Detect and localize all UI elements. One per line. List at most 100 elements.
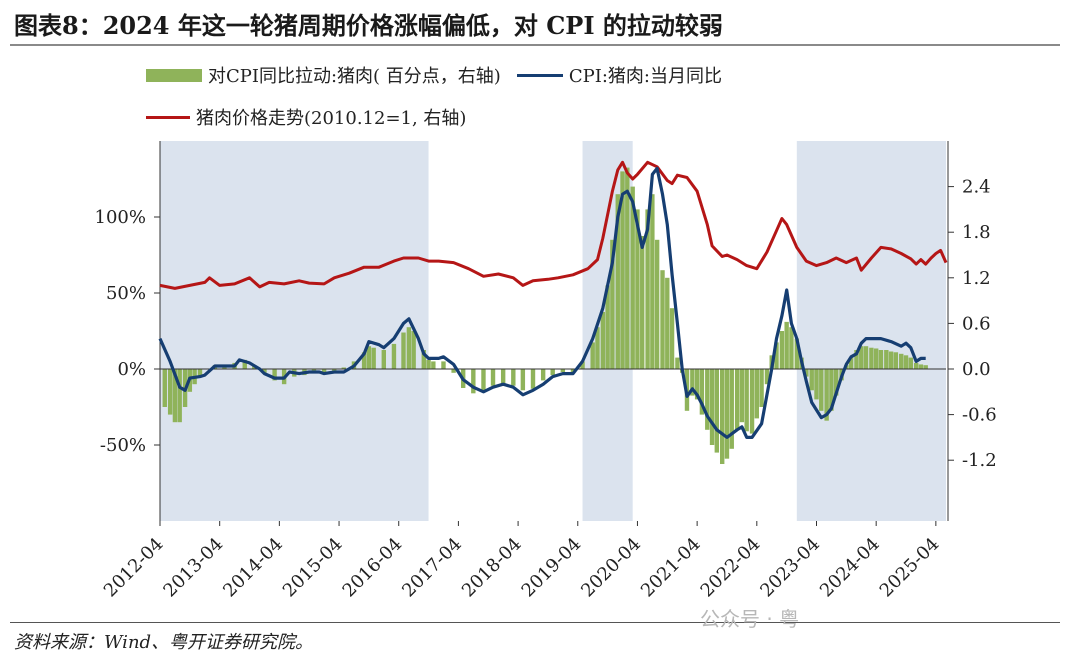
chart: 100% 50% 0% -50% 2.4 1.8 1.2 0.6 0.0 -0.6 -1.2 2012… (95, 141, 997, 602)
contribution-bar-98 (829, 369, 834, 411)
legend-row-2: 猪肉价格走势(2010.12=1, 右轴) (146, 104, 466, 130)
contribution-bars (162, 167, 928, 464)
right-tick-label-2: 1.2 (962, 268, 991, 289)
title-rule (10, 44, 1060, 46)
contribution-bar-30 (406, 327, 412, 369)
contribution-bar-116 (918, 364, 924, 369)
contribution-bar-77 (724, 369, 730, 459)
contribution-bar-1 (167, 369, 173, 415)
legend-swatch-bar (146, 68, 202, 82)
contribution-bar-38 (471, 369, 476, 394)
contribution-bar-44 (530, 369, 536, 389)
contribution-bar-109 (884, 350, 889, 369)
contribution-bar-33 (426, 359, 431, 369)
left-tick-label-0: 100% (95, 207, 146, 228)
contribution-bar-63 (654, 239, 660, 369)
x-tick-label-11: 2023-04 (756, 534, 824, 602)
legend-row-1: 对CPI同比拉动:猪肉( 百分点，右轴) CPI:猪肉:当月同比 (146, 62, 722, 88)
contribution-bar-105 (863, 346, 869, 369)
contribution-bar-21 (332, 369, 337, 372)
contribution-bar-14 (262, 369, 267, 373)
watermark: 公众号 · 粤 (700, 607, 800, 631)
contribution-bar-3 (177, 369, 182, 423)
contribution-bar-71 (694, 369, 700, 400)
contribution-bar-39 (481, 369, 486, 391)
x-tick-label-8: 2020-04 (577, 534, 645, 602)
shade-period-0 (160, 141, 429, 521)
x-tick-label-3: 2015-04 (279, 534, 347, 602)
contribution-bar-84 (759, 369, 764, 407)
contribution-bar-40 (490, 369, 496, 386)
contribution-bar-25 (366, 346, 372, 369)
contribution-bar-54 (610, 239, 615, 369)
contribution-bar-22 (341, 367, 347, 369)
contribution-bar-61 (645, 209, 650, 369)
source-rule (10, 622, 1060, 623)
x-tick-label-7: 2019-04 (518, 534, 586, 602)
contribution-bar-43 (520, 369, 526, 391)
contribution-bar-80 (739, 369, 745, 423)
x-tick-label-13: 2025-04 (876, 534, 944, 602)
contribution-bar-76 (719, 369, 725, 464)
contribution-bar-59 (635, 209, 640, 369)
right-tick-label-1: 1.8 (962, 222, 991, 243)
contribution-bar-82 (749, 369, 755, 434)
contribution-bar-104 (859, 346, 864, 369)
contribution-bar-110 (888, 351, 894, 369)
contribution-bar-72 (699, 369, 705, 415)
contribution-bar-58 (630, 186, 635, 369)
x-tick-label-10: 2022-04 (697, 534, 765, 602)
contribution-bar-102 (848, 357, 854, 369)
contribution-bar-46 (550, 369, 555, 376)
contribution-bar-115 (913, 362, 919, 369)
contribution-bar-67 (675, 357, 680, 369)
x-tick-label-2: 2014-04 (219, 534, 287, 602)
contribution-bar-0 (162, 369, 167, 407)
contribution-bar-97 (824, 369, 829, 421)
legend-label-cpi: CPI:猪肉:当月同比 (568, 66, 722, 87)
contribution-bar-29 (401, 332, 406, 369)
contribution-bar-51 (595, 327, 600, 369)
contribution-bar-107 (873, 348, 879, 369)
contribution-bar-93 (804, 369, 809, 377)
cpi-pork-yoy-series (158, 166, 926, 439)
shaded-periods (160, 141, 946, 521)
contribution-bar-88 (779, 331, 785, 369)
contribution-bar-117 (923, 365, 928, 369)
contribution-bar-78 (729, 369, 734, 449)
contribution-bar-75 (714, 369, 720, 453)
contribution-bar-89 (784, 321, 789, 369)
contribution-bar-81 (744, 369, 749, 432)
x-tick-label-0: 2012-04 (100, 534, 168, 602)
contribution-bar-65 (665, 277, 670, 369)
contribution-bar-2 (172, 369, 178, 423)
contribution-bar-32 (421, 350, 426, 369)
left-tick-label-2: 0% (117, 359, 146, 380)
contribution-bar-24 (361, 352, 367, 369)
x-tick-label-4: 2016-04 (339, 534, 407, 602)
contribution-bar-20 (321, 369, 327, 373)
contribution-bar-42 (511, 369, 516, 386)
contribution-bar-91 (794, 338, 799, 369)
right-tick-label-4: 0.0 (962, 359, 991, 380)
legend-label-price: 猪肉价格走势(2010.12=1, 右轴) (196, 108, 467, 129)
contribution-bar-55 (615, 194, 620, 369)
contribution-bar-53 (605, 285, 610, 369)
contribution-bar-56 (620, 171, 625, 369)
contribution-bar-95 (814, 369, 819, 400)
contribution-bar-85 (764, 369, 770, 385)
contribution-bar-45 (540, 369, 546, 381)
contribution-bar-35 (441, 361, 446, 369)
contribution-bar-26 (371, 347, 376, 369)
legend-label-bar: 对CPI同比拉动:猪肉( 百分点，右轴) (208, 66, 501, 87)
x-tick-label-6: 2018-04 (458, 534, 526, 602)
left-tick-label-3: -50% (100, 435, 146, 456)
legend-swatch-cpi (516, 73, 563, 77)
contribution-bar-36 (451, 369, 456, 373)
legend-swatch-price (146, 115, 190, 119)
contribution-bar-62 (650, 194, 655, 369)
contribution-bar-73 (705, 369, 710, 430)
contribution-bar-60 (640, 236, 645, 369)
right-tick-label-5: -0.6 (962, 405, 997, 426)
contribution-bar-94 (809, 369, 814, 391)
